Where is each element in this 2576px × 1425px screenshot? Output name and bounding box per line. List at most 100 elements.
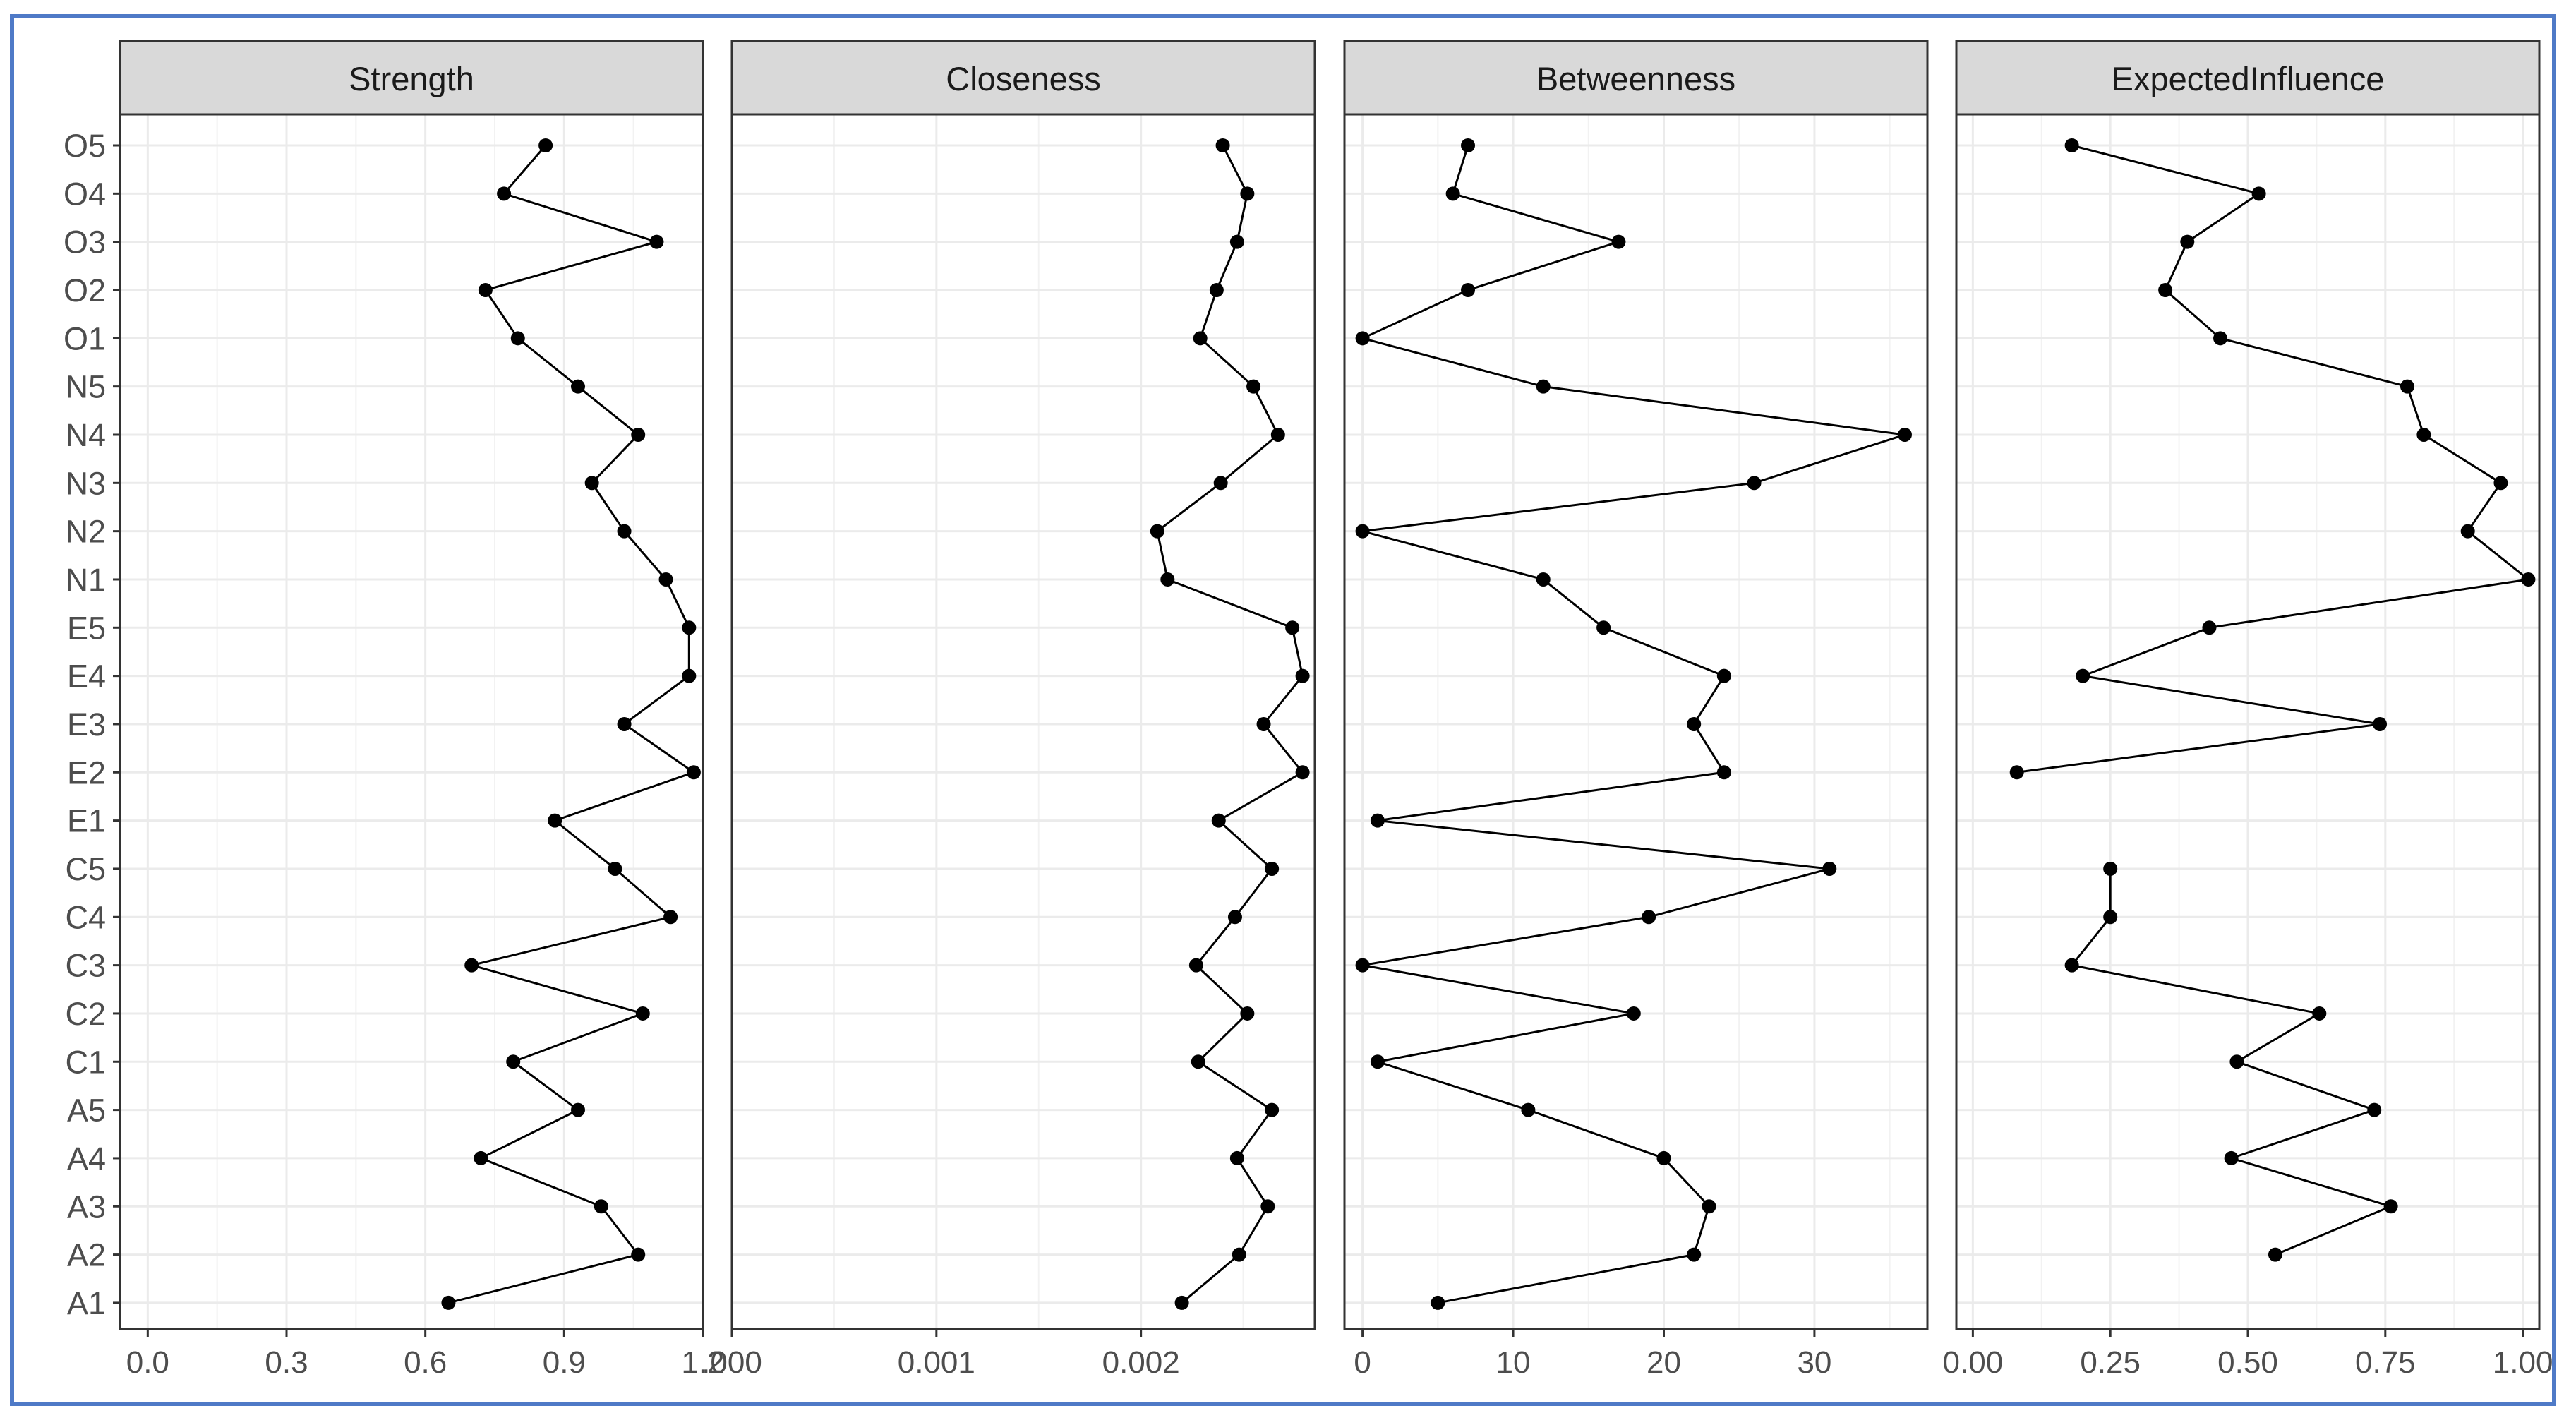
facet-strip	[119, 40, 704, 116]
facet-closeness: Closeness .000 0.001 0.002	[702, 40, 1316, 1380]
series-segment-a3-a4	[480, 1157, 602, 1208]
point-a5	[1521, 1102, 1536, 1117]
series-segment-o4-o5	[502, 145, 547, 195]
point-o4	[2251, 186, 2266, 201]
point-e4	[2076, 668, 2090, 683]
series-segment-n1-n2	[623, 530, 667, 580]
series-segment-e5-n1	[665, 579, 690, 628]
series-segment-c2-c3	[1362, 964, 1635, 1015]
point-e3	[1687, 716, 1702, 731]
series-segment-o2-o3	[485, 241, 657, 291]
point-o2	[478, 282, 493, 297]
series-segment-n2-n3	[1362, 481, 1755, 533]
point-a5	[571, 1102, 585, 1117]
series-segment-n3-n4	[591, 433, 639, 484]
series-segment-o3-o4	[503, 192, 657, 243]
point-c5	[608, 861, 622, 876]
point-e5	[1285, 620, 1300, 635]
point-o1	[510, 331, 525, 346]
point-n4	[1897, 427, 1912, 442]
series-segment-e2-e3	[1692, 723, 1726, 774]
point-a4	[2224, 1150, 2239, 1165]
point-c2	[1240, 1006, 1255, 1021]
series-segment-n5-o1	[517, 337, 579, 387]
series-segment-c2-c3	[471, 964, 644, 1015]
series-segment-e2-e3	[1263, 723, 1304, 774]
series-segment-n2-n3	[591, 482, 625, 532]
series-segment-c1-c2	[1377, 1012, 1635, 1063]
series-segment-c4-c5	[1234, 868, 1273, 918]
y-tick-label-c3: C3	[65, 948, 106, 984]
series-segment-e2-e3	[623, 723, 694, 774]
y-tick-label-e3: E3	[67, 707, 106, 742]
point-o3	[1611, 234, 1626, 249]
series-segment-e3-e4	[1263, 675, 1304, 725]
series-segment-o3-o4	[1452, 192, 1619, 243]
point-o3	[2180, 234, 2195, 249]
panel-background	[732, 114, 1315, 1329]
point-n3	[584, 476, 599, 491]
x-tick-label: 0.00	[1943, 1345, 2004, 1380]
point-c5	[2103, 861, 2118, 876]
point-o1	[1193, 331, 1208, 346]
point-e5	[682, 620, 697, 635]
x-tick-label: 0.50	[2217, 1345, 2278, 1380]
y-tick-label-n2: N2	[65, 514, 106, 550]
point-n1	[1536, 572, 1551, 587]
y-tick-label-a5: A5	[67, 1093, 106, 1129]
point-c3	[2064, 958, 2079, 973]
y-tick-label-a2: A2	[67, 1237, 106, 1273]
point-e3	[617, 716, 632, 731]
series-segment-o4-o5	[1452, 145, 1469, 194]
series-segment-e2-e3	[2016, 723, 2381, 774]
point-n3	[1213, 476, 1228, 491]
series-segment-c1-c2	[1197, 1012, 1248, 1063]
series-segment-a5-c1	[2236, 1060, 2375, 1112]
series-segment-c3-c4	[1362, 915, 1649, 967]
point-o2	[1461, 282, 1476, 297]
series-segment-e1-e2	[1218, 771, 1304, 822]
series-segment-n5-o1	[2220, 337, 2408, 388]
point-n2	[2460, 524, 2475, 539]
y-tick-label-c1: C1	[65, 1044, 106, 1080]
series-segment-c5-e1	[1217, 819, 1273, 870]
point-c1	[1191, 1054, 1205, 1069]
y-tick-label-o2: O2	[64, 272, 106, 308]
panel-background	[120, 114, 703, 1329]
point-c2	[635, 1006, 650, 1021]
series-segment-n3-n4	[1754, 433, 1906, 484]
figure-frame	[10, 14, 2556, 1406]
point-o1	[1355, 331, 1370, 346]
x-tick-label: 20	[1647, 1345, 1681, 1380]
series-segment-c5-e1	[554, 819, 616, 870]
series-segment-o4-o5	[2071, 144, 2259, 195]
series-segment-n3-n4	[1220, 433, 1279, 484]
series-segment-o4-o5	[1222, 145, 1248, 195]
x-tick-label: 0.9	[543, 1345, 586, 1380]
point-o2	[1209, 282, 1224, 297]
series-segment-a4-a5	[2231, 1109, 2375, 1160]
series-segment-n4-n5	[577, 385, 639, 436]
y-tick-label-a1: A1	[67, 1285, 106, 1321]
y-tick-label-e4: E4	[67, 659, 106, 695]
point-n1	[1160, 572, 1175, 587]
series-segment-e3-e4	[623, 675, 690, 726]
series-segment-o1-o2	[2165, 289, 2222, 339]
series-segment-o3-o4	[2186, 193, 2260, 243]
point-n2	[1150, 524, 1164, 539]
point-a1	[1431, 1295, 1445, 1310]
series-segment-e4-e5	[1291, 627, 1304, 676]
point-a3	[1260, 1199, 1275, 1214]
point-a4	[1229, 1150, 1244, 1165]
point-e2	[1295, 765, 1310, 780]
series-segment-a3-a4	[1236, 1158, 1269, 1208]
point-n5	[2400, 379, 2414, 394]
y-tick-label-o3: O3	[64, 224, 106, 260]
series-segment-a5-c1	[512, 1061, 579, 1111]
x-tick-label: 0.75	[2355, 1345, 2416, 1380]
x-tick-label: 0.3	[265, 1345, 308, 1380]
point-e1	[1370, 813, 1385, 828]
point-c3	[1355, 958, 1370, 973]
series-segment-c4-c5	[614, 867, 672, 918]
